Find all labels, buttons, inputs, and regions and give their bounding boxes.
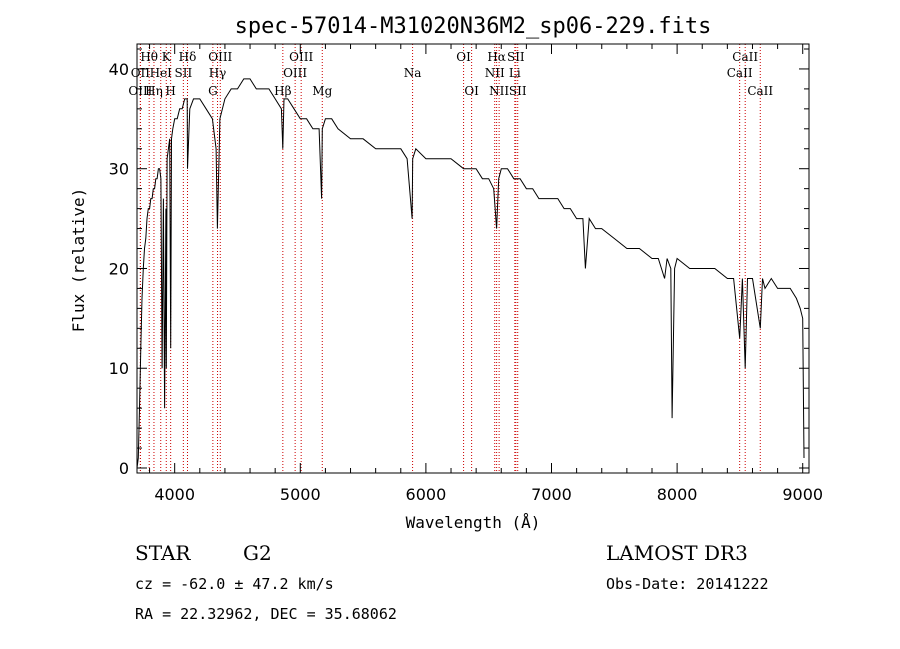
line-markers [139,44,761,473]
line-marker-label: Hγ [209,66,227,80]
chart-title: spec-57014-M31020N36M2_sp06-229.fits [235,14,712,39]
line-marker-label: Li [509,66,521,80]
line-marker-label: SII [174,66,192,80]
line-marker-label: K [162,50,172,64]
line-marker-label: Hβ [274,84,291,98]
x-tick-label: 7000 [531,485,572,504]
line-marker-label: H [165,84,175,98]
object-subclass: G2 [243,541,272,565]
x-tick-label: 4000 [154,485,195,504]
plot-frame [136,43,810,474]
line-marker-label: OIII [289,50,313,64]
y-tick-label: 40 [109,60,129,79]
y-tick-label: 10 [109,359,129,378]
line-marker-label: HeI [150,66,173,80]
line-marker-label: CaII [747,84,773,98]
line-marker-label: CaII [732,50,758,64]
line-marker-label: Hδ [179,50,197,64]
line-marker-label: NII [489,84,509,98]
x-axis-ticks: 4000 5000 6000 7000 8000 9000 [149,44,823,504]
survey-name: LAMOST DR3 [606,541,748,565]
line-marker-label: NII [485,66,505,80]
line-marker-label: G [208,84,218,98]
line-marker-label: OIII [128,84,152,98]
flux-series-line [136,78,805,469]
obs-date: Obs-Date: 20141222 [606,575,769,593]
line-marker-label: OII [131,66,151,80]
line-marker-label: OI [456,50,471,64]
x-tick-label: 6000 [406,485,447,504]
x-axis-label: Wavelength (Å) [406,513,541,532]
x-tick-label: 8000 [657,485,698,504]
ra-dec: RA = 22.32962, DEC = 35.68062 [135,605,397,623]
redshift-cz: cz = -62.0 ± 47.2 km/s [135,575,334,593]
y-tick-label: 0 [119,459,129,478]
line-marker-label: CaII [727,66,753,80]
line-marker-label: OIII [208,50,232,64]
y-tick-label: 20 [109,259,129,278]
line-marker-label: Hα [487,50,506,64]
y-axis-ticks: 0 10 20 30 40 [109,48,809,478]
object-class: STAR [135,541,191,565]
y-axis-label: Flux (relative) [69,188,88,333]
line-marker-label: OIII [283,66,307,80]
line-marker-label: Hθ [140,50,158,64]
x-tick-label: 9000 [782,485,823,504]
line-marker-label: SII [509,84,527,98]
line-marker-label: OI [464,84,479,98]
line-marker-label: Na [404,66,422,80]
line-marker-label: SII [507,50,525,64]
x-tick-label: 5000 [280,485,321,504]
y-tick-label: 30 [109,160,129,179]
line-marker-label: Mg [312,84,332,98]
line-marker-label: Hη [145,84,163,98]
